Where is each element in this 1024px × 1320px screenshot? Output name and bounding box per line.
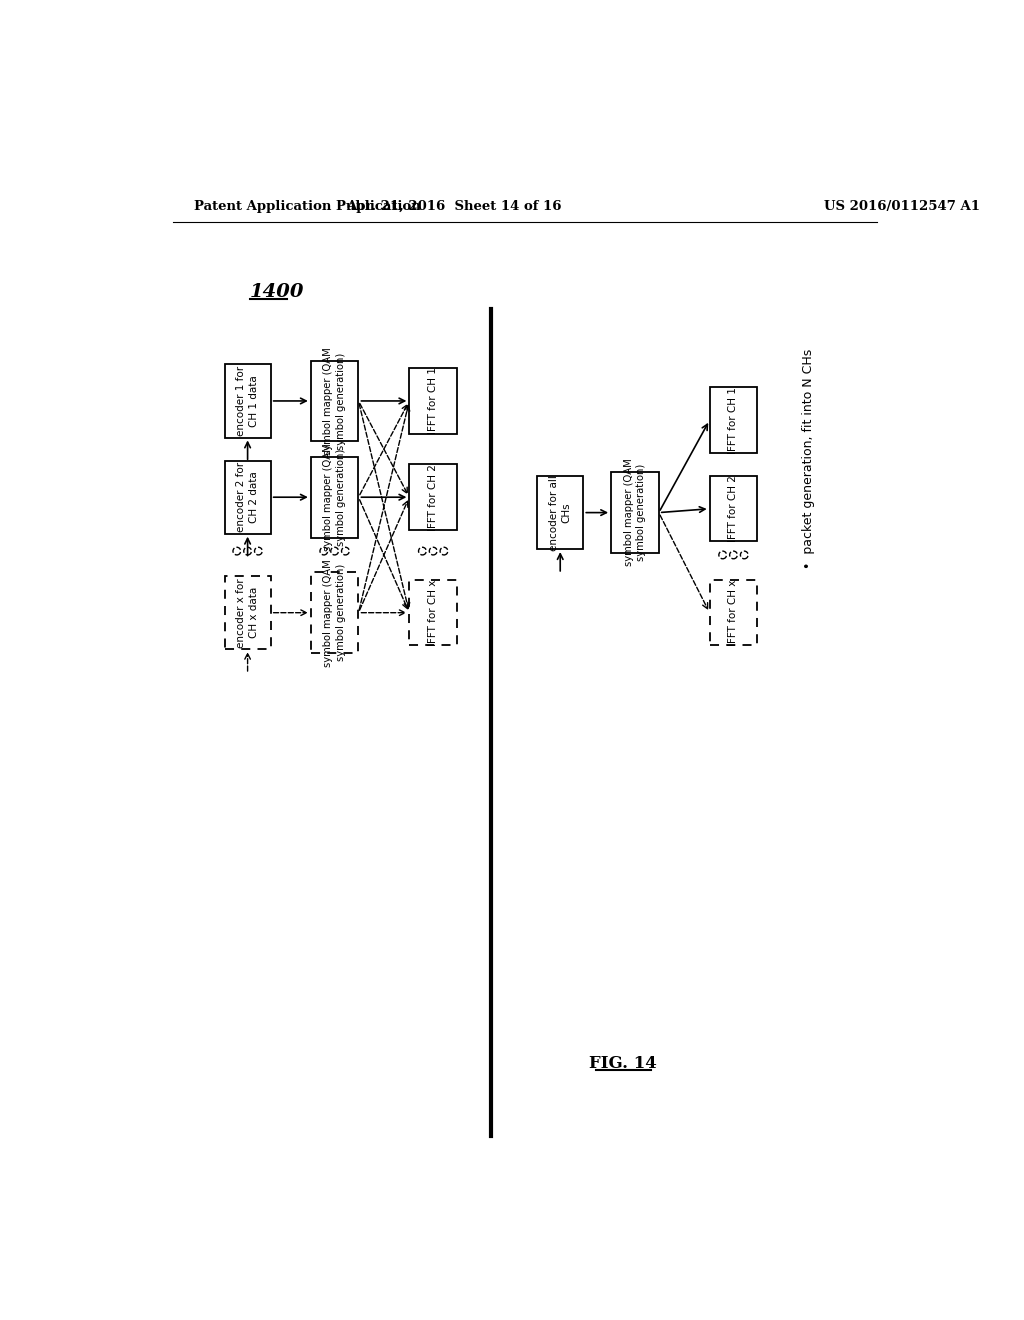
- Text: IFFT for CH 1: IFFT for CH 1: [728, 387, 738, 454]
- Text: FIG. 14: FIG. 14: [590, 1055, 657, 1072]
- Text: IFFT for CH 1: IFFT for CH 1: [428, 367, 438, 434]
- Bar: [310, 360, 358, 441]
- Text: encoder for all
CHs: encoder for all CHs: [549, 475, 571, 550]
- Text: encoder 1 for
CH 1 data: encoder 1 for CH 1 data: [237, 366, 259, 436]
- Text: encoder 2 for
CH 2 data: encoder 2 for CH 2 data: [237, 462, 259, 532]
- Text: symbol mapper (QAM
symbol generation): symbol mapper (QAM symbol generation): [324, 347, 346, 455]
- Bar: [224, 576, 270, 649]
- Bar: [224, 364, 270, 437]
- Text: •  packet generation, fit into N CHs: • packet generation, fit into N CHs: [802, 348, 815, 569]
- Bar: [410, 579, 457, 645]
- Text: symbol mapper (QAM
symbol generation): symbol mapper (QAM symbol generation): [324, 558, 346, 667]
- Text: IFFT for CH x: IFFT for CH x: [428, 579, 438, 645]
- Text: Apr. 21, 2016  Sheet 14 of 16: Apr. 21, 2016 Sheet 14 of 16: [346, 199, 562, 213]
- Text: US 2016/0112547 A1: US 2016/0112547 A1: [823, 199, 980, 213]
- Text: encoder x for
CH x data: encoder x for CH x data: [237, 578, 259, 648]
- Text: Patent Application Publication: Patent Application Publication: [195, 199, 421, 213]
- Text: IFFT for CH 2: IFFT for CH 2: [728, 475, 738, 543]
- Bar: [224, 461, 270, 533]
- Bar: [310, 457, 358, 537]
- Bar: [611, 473, 658, 553]
- Bar: [710, 477, 758, 541]
- Bar: [710, 579, 758, 645]
- Bar: [310, 573, 358, 653]
- Bar: [410, 368, 457, 434]
- Text: symbol mapper (QAM
symbol generation): symbol mapper (QAM symbol generation): [624, 459, 646, 566]
- Text: IFFT for CH x: IFFT for CH x: [728, 579, 738, 645]
- Bar: [538, 477, 584, 549]
- Text: symbol mapper (QAM
symbol generation): symbol mapper (QAM symbol generation): [324, 444, 346, 550]
- Bar: [710, 388, 758, 453]
- Text: IFFT for CH 2: IFFT for CH 2: [428, 463, 438, 531]
- Bar: [410, 465, 457, 529]
- Text: 1400: 1400: [250, 282, 304, 301]
